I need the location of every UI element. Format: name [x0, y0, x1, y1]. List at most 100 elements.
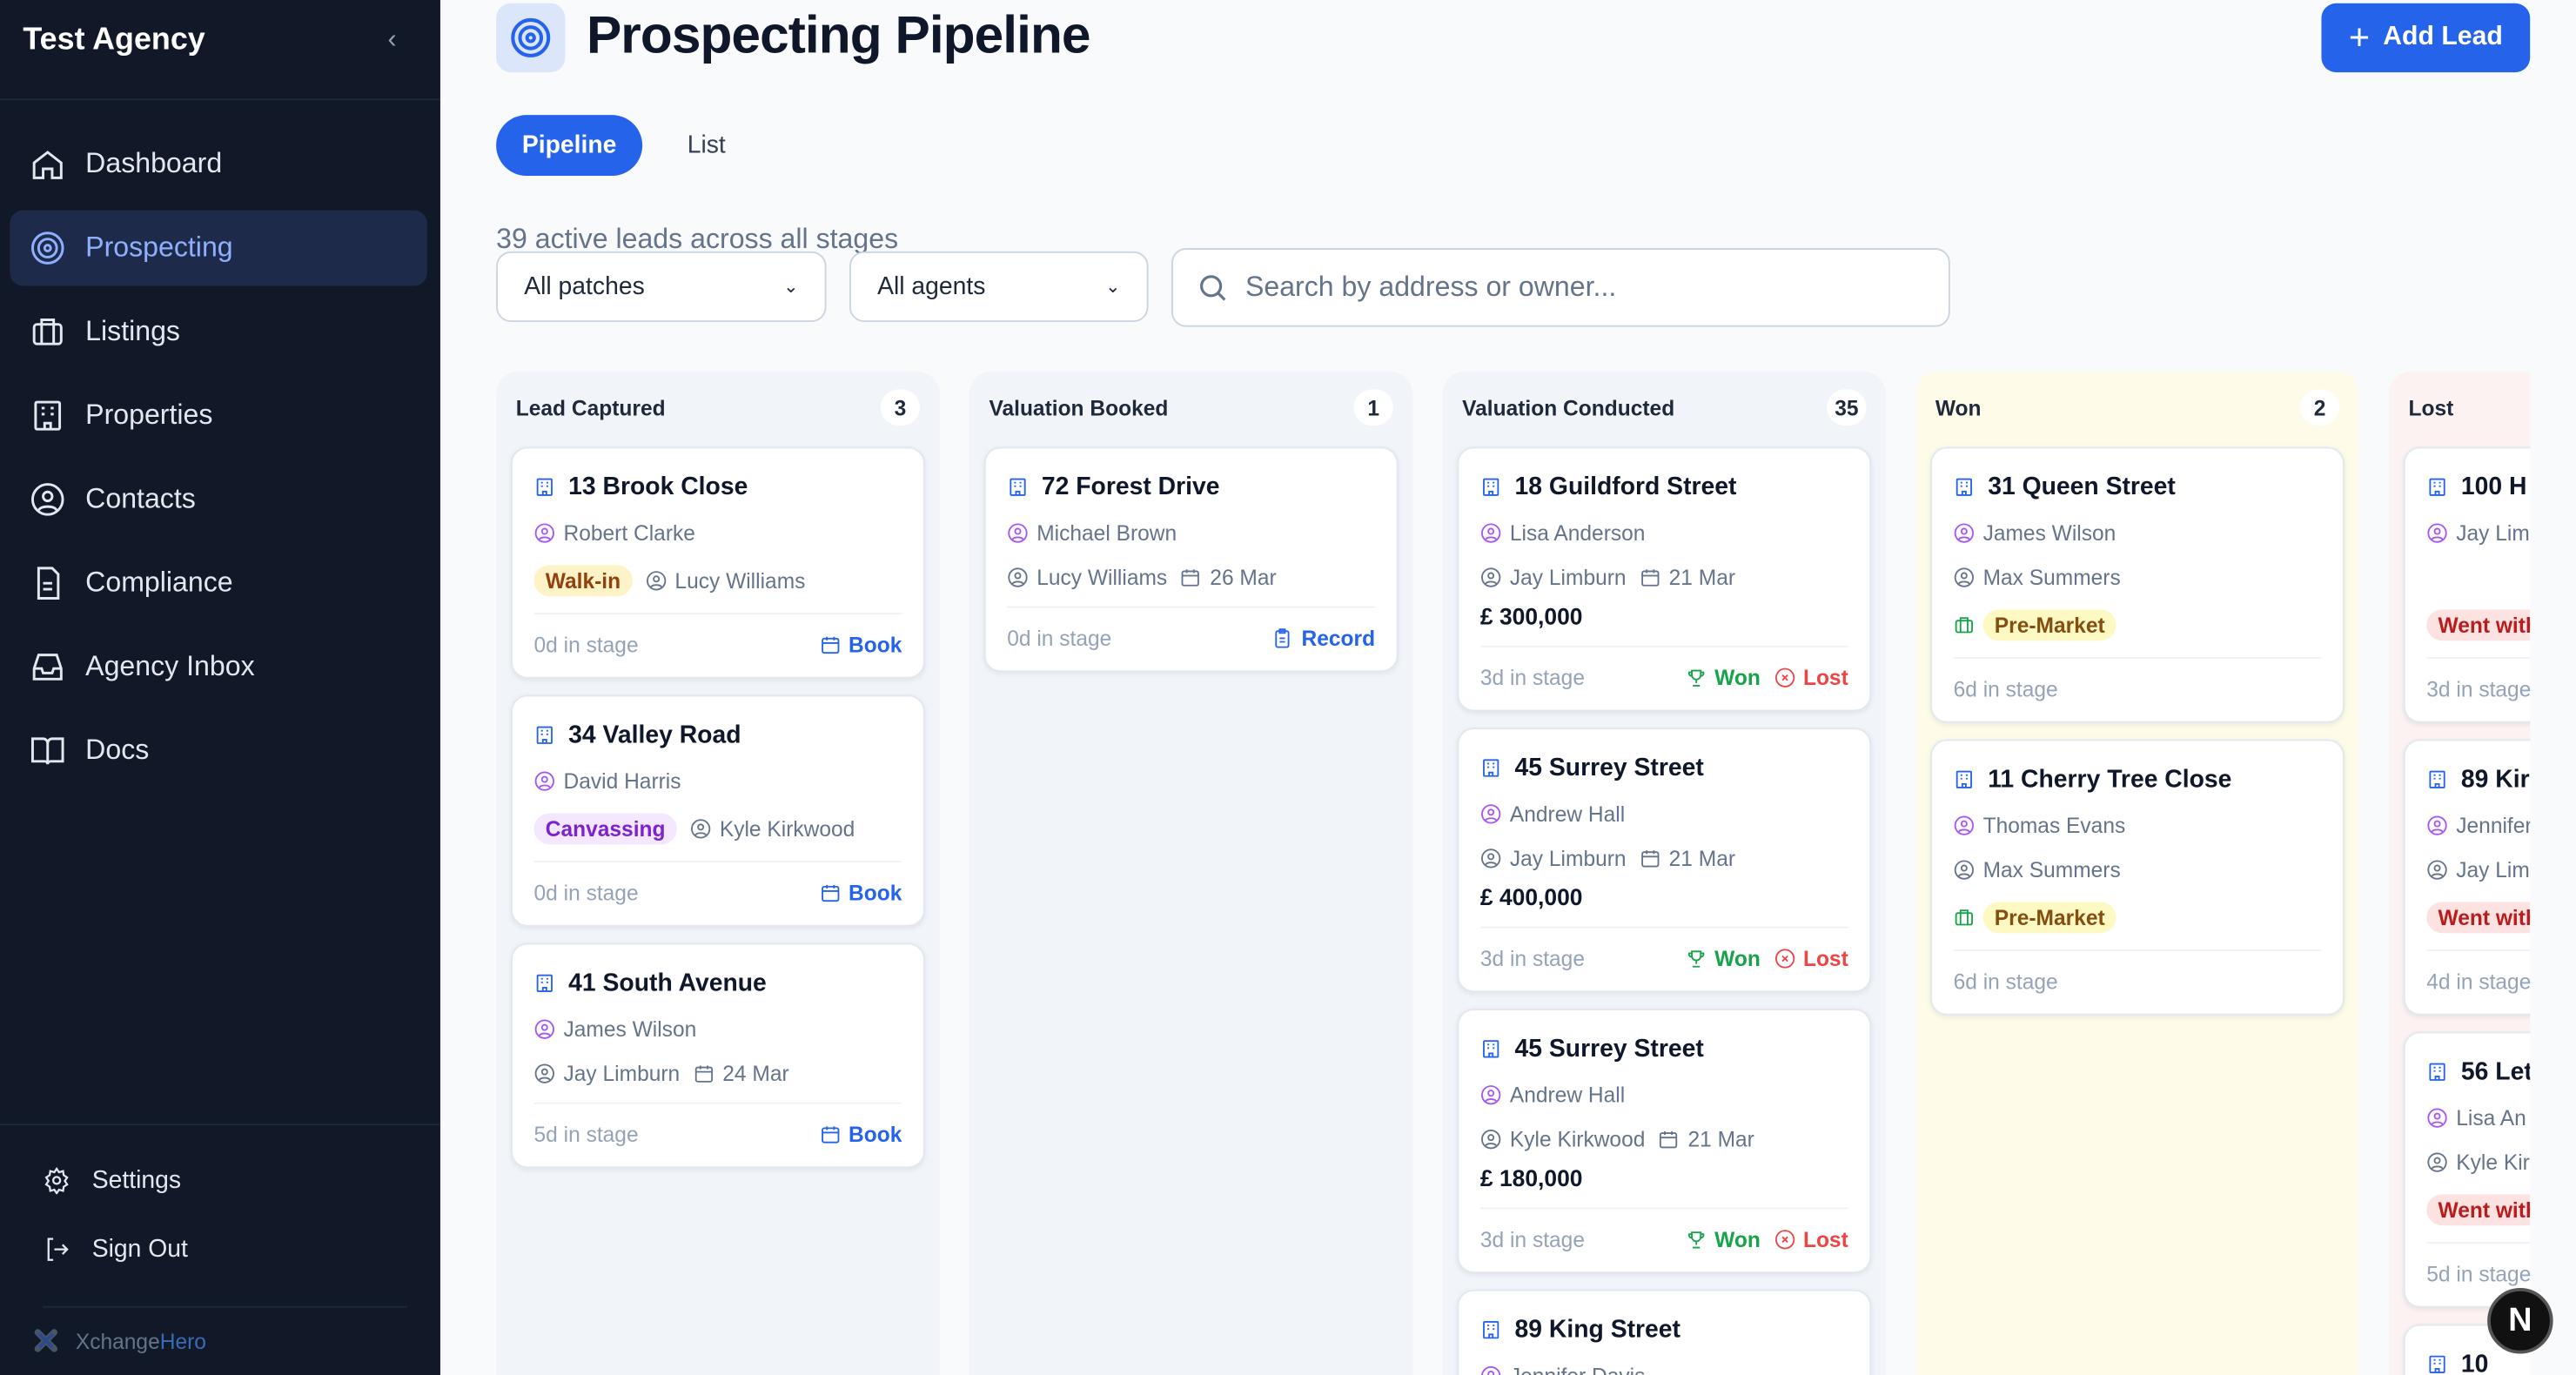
time-in-stage: 5d in stage [533, 1121, 639, 1146]
sidebar-item-prospecting[interactable]: Prospecting [10, 210, 427, 286]
book-button[interactable]: Book [819, 1121, 902, 1146]
sidebar-item-compliance[interactable]: Compliance [10, 546, 427, 621]
appointment-date: 21 Mar [1668, 564, 1736, 589]
sidebar-item-contacts[interactable]: Contacts [10, 461, 427, 537]
lead-card[interactable]: 45 Surrey Street Andrew Hall Jay Limburn 21… [1457, 728, 1872, 993]
divider [1479, 645, 1848, 647]
source-tag: Walk-in [533, 564, 633, 596]
divider [1007, 606, 1376, 608]
lead-card[interactable]: 56 Let Lisa An Kyle Kir Went with 5d in stag… [2403, 1031, 2531, 1308]
sidebar-item-docs[interactable]: Docs [10, 713, 427, 788]
sidebar-item-listings[interactable]: Listings [10, 294, 427, 370]
mark-won-button[interactable]: Won [1685, 945, 1761, 970]
divider [43, 1305, 408, 1308]
column-header: Valuation Booked 1 [984, 372, 1399, 444]
lead-address: 41 South Avenue [568, 968, 767, 996]
owner-name: Lisa An [2456, 1104, 2526, 1130]
user-circle-icon [30, 483, 64, 516]
user-circle-icon [2427, 1151, 2447, 1171]
lead-address: 31 Queen Street [1988, 472, 2176, 500]
divider [1479, 926, 1848, 929]
mark-lost-button[interactable]: Lost [1774, 945, 1848, 970]
lead-card[interactable]: 18 Guildford Street Lisa Anderson Jay Limb… [1457, 446, 1872, 712]
chevron-down-icon: ⌄ [783, 278, 799, 298]
user-circle-icon [1008, 522, 1028, 542]
lead-card[interactable]: 89 King Street Jennifer Davis [1457, 1289, 1872, 1375]
building-icon [34, 400, 62, 431]
won-label: Won [1714, 664, 1761, 689]
lead-card[interactable]: 89 Kir Jennifer Jay Lim Went with 4d in stag… [2403, 739, 2531, 1016]
mark-lost-button[interactable]: Lost [1774, 1226, 1848, 1251]
tab-pipeline[interactable]: Pipeline [496, 115, 643, 176]
calendar-icon [821, 1125, 839, 1143]
agent-name: Jay Limburn [563, 1060, 681, 1085]
owner-name: Robert Clarke [563, 520, 695, 545]
agent-filter[interactable]: All agents ⌄ [849, 251, 1149, 323]
add-lead-button[interactable]: + Add Lead [2321, 3, 2531, 73]
dev-tools-badge[interactable]: N [2487, 1288, 2553, 1354]
lead-address: 56 Let [2460, 1056, 2531, 1085]
sign-out-link[interactable]: Sign Out [43, 1236, 188, 1264]
mark-won-button[interactable]: Won [1685, 1226, 1761, 1251]
source-tag: Canvassing [533, 812, 677, 844]
sidebar-item-label: Listings [85, 315, 180, 347]
lead-address: 11 Cherry Tree Close [1988, 764, 2232, 793]
agent-name: Max Summers [1982, 564, 2121, 589]
x-circle-icon [1774, 1229, 1794, 1249]
lead-card[interactable]: 11 Cherry Tree Close Thomas Evans Max Summ… [1930, 739, 2345, 1016]
divider [2426, 657, 2531, 660]
trophy-icon [1687, 668, 1704, 686]
column-count: 2 [2299, 389, 2340, 426]
lead-card[interactable]: 72 Forest Drive Michael Brown Lucy William… [983, 446, 1399, 673]
column-header: Won 2 [1930, 372, 2345, 444]
time-in-stage: 0d in stage [533, 631, 639, 657]
sidebar-item-properties[interactable]: Properties [10, 378, 427, 453]
book-button[interactable]: Book [819, 880, 902, 904]
document-icon [37, 567, 60, 600]
user-circle-icon [2427, 522, 2447, 542]
mark-lost-button[interactable]: Lost [1774, 665, 1848, 689]
patch-filter[interactable]: All patches ⌄ [496, 251, 827, 323]
x-circle-icon [1774, 667, 1794, 687]
tab-list[interactable]: List [687, 131, 726, 160]
column-lost: Lost 100 H Jay Lim Went with 3d in stage 89 K… [2388, 371, 2531, 1375]
appointment-date: 21 Mar [1668, 845, 1736, 870]
chevron-down-icon: ⌄ [1105, 278, 1121, 298]
search-input[interactable]: Search by address or owner... [1171, 248, 1950, 327]
column-valuation-booked: Valuation Booked 1 72 Forest Drive Michael … [969, 371, 1413, 1375]
lead-card[interactable]: 45 Surrey Street Andrew Hall Kyle Kirkwood… [1457, 1009, 1872, 1274]
sidebar-item-agency-inbox[interactable]: Agency Inbox [10, 629, 427, 705]
sidebar-item-label: Properties [85, 399, 213, 431]
calendar-icon [821, 635, 839, 654]
won-label: Won [1714, 945, 1761, 970]
user-circle-icon [1954, 859, 1975, 879]
clipboard-icon [1275, 627, 1290, 647]
briefcase-icon [1955, 909, 1973, 925]
lead-card[interactable]: 100 H Jay Lim Went with 3d in stage [2403, 446, 2531, 723]
agent-name: Lucy Williams [1036, 564, 1168, 589]
lead-card[interactable]: 41 South Avenue James Wilson Jay Limburn 24… [511, 942, 925, 1169]
lost-reason-tag: Went with [2426, 1193, 2531, 1225]
logo-icon [34, 1329, 58, 1352]
user-circle-icon [1481, 567, 1501, 587]
divider [1479, 1207, 1848, 1210]
calendar-icon [694, 1064, 713, 1082]
lead-address: 45 Surrey Street [1514, 1034, 1704, 1063]
column-header: Valuation Conducted 35 [1457, 372, 1871, 444]
lead-card[interactable]: 31 Queen Street James Wilson Max Summers Pr… [1930, 446, 2345, 723]
lead-summary: 39 active leads across all stages [496, 223, 899, 255]
owner-name: Jay Lim [2456, 520, 2530, 545]
settings-link[interactable]: Settings [43, 1166, 181, 1195]
mark-won-button[interactable]: Won [1685, 665, 1761, 689]
owner-name: Jennifer Davis [1510, 1363, 1646, 1375]
sidebar-item-dashboard[interactable]: Dashboard [10, 126, 427, 202]
collapse-sidebar-icon[interactable]: ‹ [387, 26, 397, 55]
lead-card[interactable]: 34 Valley Road David Harris Canvassing Kyle… [511, 694, 925, 927]
lead-card[interactable]: 13 Brook Close Robert Clarke Walk-in Lucy W… [511, 446, 925, 679]
agent-name: Jay Limburn [1509, 845, 1627, 870]
column-count: 35 [1827, 389, 1867, 426]
book-button[interactable]: Book [819, 632, 902, 656]
lead-address: 34 Valley Road [568, 720, 741, 748]
building-icon [2429, 769, 2445, 788]
record-button[interactable]: Record [1272, 625, 1375, 650]
